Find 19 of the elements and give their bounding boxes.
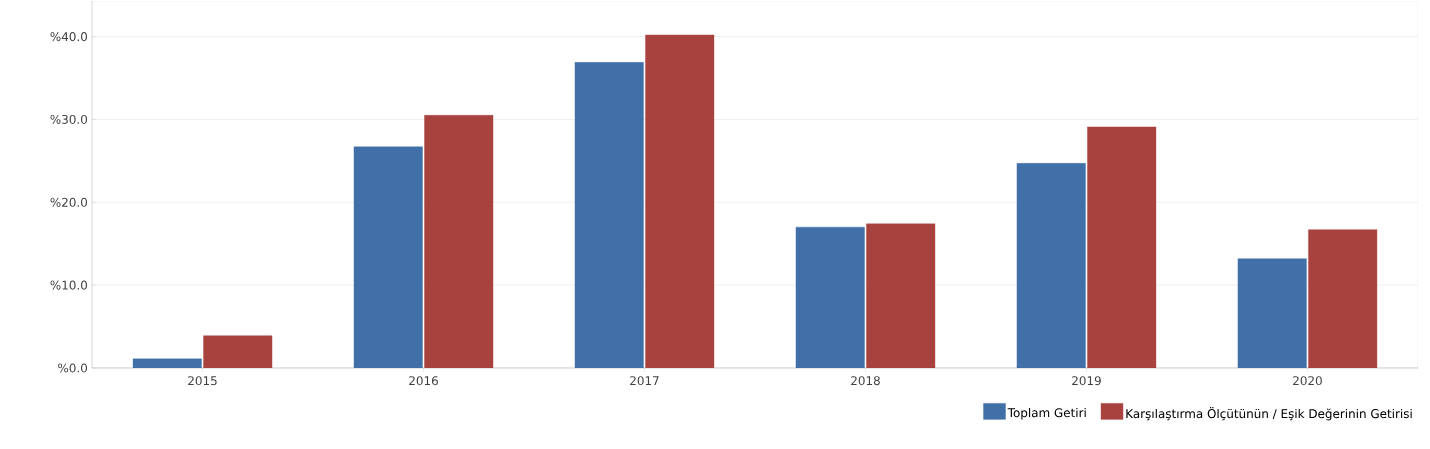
- x-tick-label: 2019: [1072, 376, 1101, 386]
- y-tick-label: %10.0: [50, 280, 88, 290]
- y-tick-label: %20.0: [50, 197, 88, 207]
- y-tick-label: %40.0: [50, 32, 88, 42]
- bar: [574, 62, 644, 368]
- x-tick-label: 2016: [409, 376, 438, 386]
- x-tick-label: 2020: [1293, 376, 1322, 386]
- legend-label: Toplam Getiri: [1007, 407, 1086, 420]
- x-tick-label: 2015: [188, 376, 217, 386]
- bar: [1016, 163, 1086, 368]
- x-tick-label: 2017: [630, 376, 659, 386]
- bar: [132, 358, 202, 368]
- y-tick-label: %30.0: [50, 114, 88, 124]
- bar: [353, 146, 423, 368]
- bar: [1237, 258, 1307, 368]
- y-tick-label: %0.0: [58, 363, 88, 373]
- legend-label: Karşılaştırma Ölçütünün / Eşik Değerinin Getirisi: [1126, 407, 1412, 421]
- bar: [795, 226, 865, 368]
- x-tick-label: 2018: [851, 376, 880, 386]
